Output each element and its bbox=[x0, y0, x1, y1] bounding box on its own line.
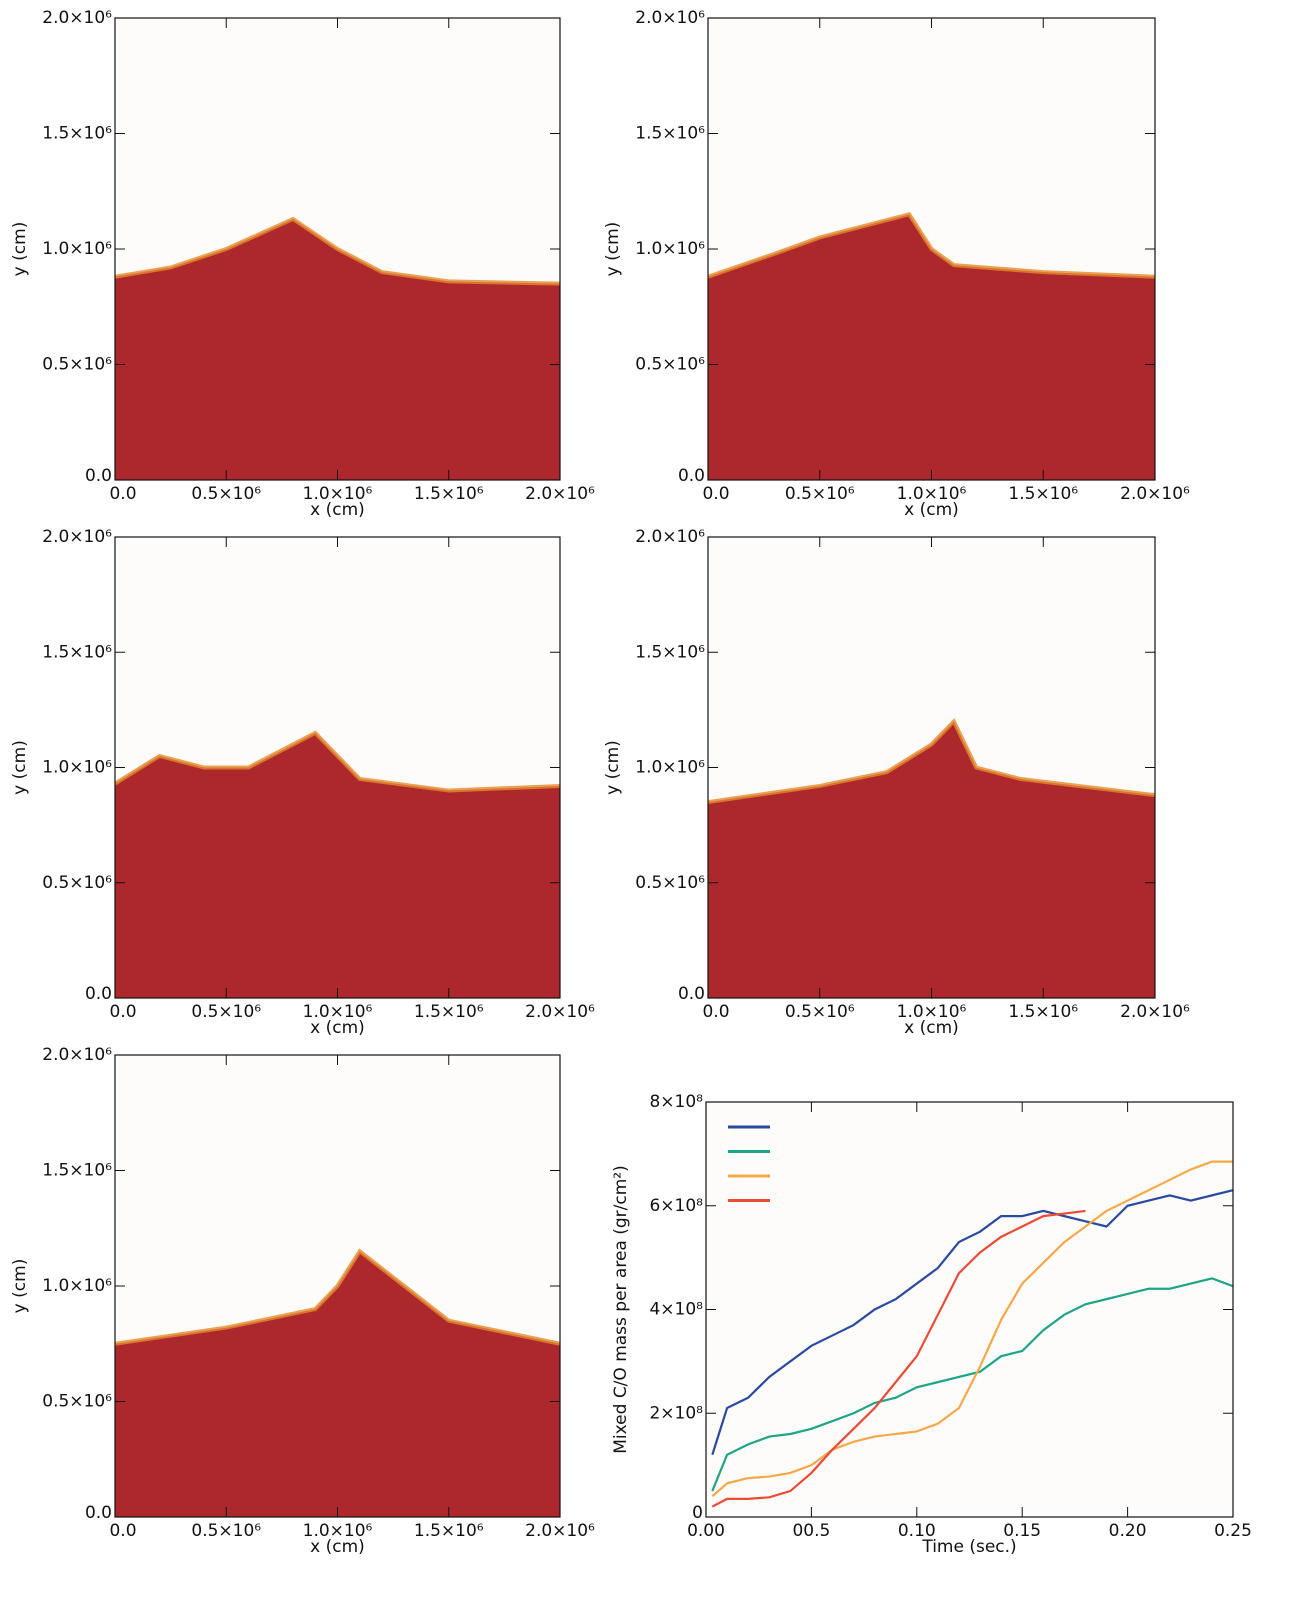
x-tick-label: 2.0×10⁶ bbox=[1120, 1002, 1190, 1022]
x-tick-label: 1.0×10⁶ bbox=[303, 1521, 373, 1541]
y-tick-label: 2.0×10⁶ bbox=[635, 527, 705, 547]
x-tick-label: 0.5×10⁶ bbox=[191, 1002, 261, 1022]
y-tick-label: 6×10⁸ bbox=[649, 1196, 703, 1216]
x-tick-label: 2.0×10⁶ bbox=[525, 1521, 595, 1541]
y-tick-label: 0 bbox=[692, 1503, 703, 1523]
y-axis-label: y (cm) bbox=[603, 222, 623, 277]
y-axis-label: y (cm) bbox=[10, 740, 30, 795]
y-tick-label: 0.0 bbox=[85, 466, 112, 486]
series-line bbox=[711, 1160, 1233, 1498]
y-tick-label: 2.0×10⁶ bbox=[42, 1045, 112, 1065]
x-tick-label: 0.25 bbox=[1214, 1521, 1252, 1541]
y-axis-label: y (cm) bbox=[603, 740, 623, 795]
x-tick-label: 1.5×10⁶ bbox=[414, 1521, 484, 1541]
series-line bbox=[711, 1277, 1234, 1492]
x-tick-label: 0.0 bbox=[702, 484, 729, 504]
y-tick-label: 0.0 bbox=[85, 984, 112, 1004]
x-axis-label: x (cm) bbox=[904, 500, 959, 520]
y-axis-label: y (cm) bbox=[10, 222, 30, 277]
x-tick-label: 0.15 bbox=[1003, 1521, 1041, 1541]
y-tick-label: 2.0×10⁶ bbox=[635, 8, 705, 28]
x-axis-label: x (cm) bbox=[310, 1018, 365, 1038]
y-tick-label: 1.0×10⁶ bbox=[635, 758, 705, 778]
x-tick-label: 0.5×10⁶ bbox=[191, 1521, 261, 1541]
y-tick-label: 0.5×10⁶ bbox=[635, 355, 705, 375]
dense-region bbox=[115, 732, 560, 998]
y-tick-label: 0.5×10⁶ bbox=[42, 873, 112, 893]
y-tick-label: 0.0 bbox=[678, 466, 705, 486]
dense-region bbox=[115, 1251, 560, 1517]
x-tick-label: 0.5×10⁶ bbox=[191, 484, 261, 504]
x-tick-label: 00.5 bbox=[792, 1521, 830, 1541]
x-tick-label: 1.5×10⁶ bbox=[414, 484, 484, 504]
y-tick-label: 1.0×10⁶ bbox=[42, 758, 112, 778]
interface-edge bbox=[114, 1248, 561, 1346]
x-tick-label: 0.0 bbox=[109, 1002, 136, 1022]
x-tick-label: 1.5×10⁶ bbox=[1008, 484, 1078, 504]
x-tick-label: 0.20 bbox=[1109, 1521, 1147, 1541]
y-tick-label: 1.5×10⁶ bbox=[635, 642, 705, 662]
interface-edge bbox=[707, 717, 1156, 805]
y-tick-label: 2.0×10⁶ bbox=[42, 8, 112, 28]
interface-edge bbox=[707, 212, 1156, 279]
x-tick-label: 1.0×10⁶ bbox=[897, 484, 967, 504]
interface-edge bbox=[114, 216, 561, 286]
y-tick-label: 0.5×10⁶ bbox=[42, 355, 112, 375]
y-tick-label: 1.5×10⁶ bbox=[42, 1161, 112, 1181]
x-tick-label: 0.5×10⁶ bbox=[785, 484, 855, 504]
x-tick-label: 0.5×10⁶ bbox=[785, 1002, 855, 1022]
x-tick-label: 1.0×10⁶ bbox=[897, 1002, 967, 1022]
x-tick-label: 1.0×10⁶ bbox=[303, 1002, 373, 1022]
y-axis-label: y (cm) bbox=[10, 1259, 30, 1314]
dense-region bbox=[708, 214, 1155, 480]
y-tick-label: 0.5×10⁶ bbox=[635, 873, 705, 893]
x-axis-label: x (cm) bbox=[310, 1537, 365, 1557]
y-tick-label: 1.0×10⁶ bbox=[42, 239, 112, 259]
y-tick-label: 0.5×10⁶ bbox=[42, 1392, 112, 1412]
y-tick-label: 1.5×10⁶ bbox=[42, 124, 112, 144]
y-tick-label: 0.0 bbox=[85, 1503, 112, 1523]
x-tick-label: 0.0 bbox=[109, 484, 136, 504]
plot-area bbox=[706, 1102, 1233, 1517]
y-tick-label: 1.5×10⁶ bbox=[635, 124, 705, 144]
y-tick-label: 1.0×10⁶ bbox=[42, 1276, 112, 1296]
x-tick-label: 2.0×10⁶ bbox=[1120, 484, 1190, 504]
x-tick-label: 2.0×10⁶ bbox=[525, 484, 595, 504]
series-line bbox=[711, 1209, 1086, 1508]
series-line bbox=[711, 1189, 1234, 1456]
y-tick-label: 2×10⁸ bbox=[649, 1403, 703, 1423]
y-tick-label: 1.0×10⁶ bbox=[635, 239, 705, 259]
x-tick-label: 1.5×10⁶ bbox=[1008, 1002, 1078, 1022]
y-axis-label: Mixed C/O mass per area (gr/cm²) bbox=[611, 1165, 631, 1454]
dense-region bbox=[708, 721, 1155, 998]
y-tick-label: 8×10⁸ bbox=[649, 1092, 703, 1112]
x-tick-label: 0.00 bbox=[687, 1521, 725, 1541]
dense-region bbox=[115, 218, 560, 480]
y-tick-label: 2.0×10⁶ bbox=[42, 527, 112, 547]
x-tick-label: 1.0×10⁶ bbox=[303, 484, 373, 504]
y-tick-label: 0.0 bbox=[678, 984, 705, 1004]
x-tick-label: 0.0 bbox=[702, 1002, 729, 1022]
x-tick-label: 0.0 bbox=[109, 1521, 136, 1541]
y-tick-label: 1.5×10⁶ bbox=[42, 642, 112, 662]
x-axis-label: x (cm) bbox=[904, 1018, 959, 1038]
x-axis-label: Time (sec.) bbox=[921, 1537, 1016, 1557]
y-tick-label: 4×10⁸ bbox=[649, 1300, 703, 1320]
x-tick-label: 1.5×10⁶ bbox=[414, 1002, 484, 1022]
x-tick-label: 0.10 bbox=[898, 1521, 936, 1541]
x-axis-label: x (cm) bbox=[310, 500, 365, 520]
interface-edge bbox=[113, 730, 561, 793]
x-tick-label: 2.0×10⁶ bbox=[525, 1002, 595, 1022]
